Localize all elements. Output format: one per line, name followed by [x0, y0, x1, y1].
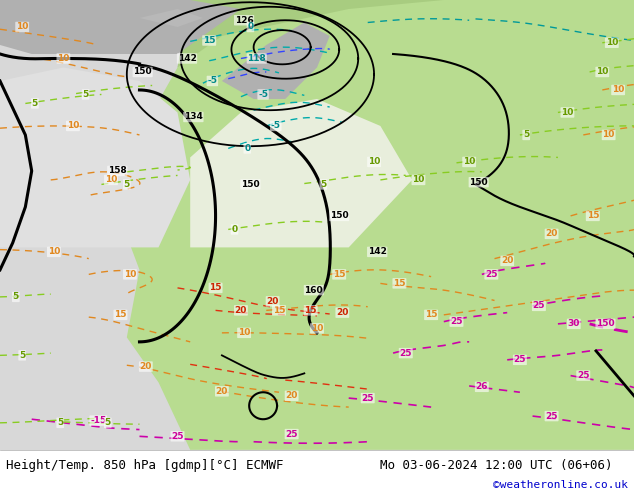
- Text: 25: 25: [171, 432, 184, 441]
- Text: 10: 10: [48, 247, 60, 256]
- Text: 5: 5: [523, 130, 529, 140]
- Text: 118: 118: [247, 54, 266, 63]
- Text: 5: 5: [82, 90, 89, 99]
- Text: 15: 15: [203, 36, 216, 45]
- Text: -15: -15: [90, 416, 107, 425]
- Text: 30: 30: [567, 319, 580, 328]
- Text: 25: 25: [399, 348, 412, 358]
- Text: 20: 20: [235, 306, 247, 315]
- Text: 10: 10: [124, 270, 136, 279]
- Text: 15: 15: [333, 270, 346, 279]
- Text: 10: 10: [368, 157, 380, 167]
- Text: 134: 134: [184, 112, 203, 122]
- Polygon shape: [139, 9, 203, 27]
- Text: 10: 10: [57, 54, 70, 63]
- Text: 5: 5: [320, 180, 327, 189]
- Text: 10: 10: [412, 175, 425, 184]
- Text: 10: 10: [602, 130, 615, 140]
- Text: 150: 150: [469, 178, 488, 187]
- Polygon shape: [0, 0, 241, 54]
- Text: 15: 15: [304, 306, 317, 315]
- Text: 10: 10: [596, 68, 609, 76]
- Text: 25: 25: [485, 270, 498, 279]
- Text: 10: 10: [605, 38, 618, 47]
- Text: 20: 20: [216, 387, 228, 396]
- Text: 25: 25: [450, 317, 463, 326]
- Text: 10: 10: [311, 324, 323, 333]
- Text: 158: 158: [108, 167, 127, 175]
- Text: 25: 25: [361, 393, 374, 403]
- Text: 25: 25: [545, 412, 558, 420]
- Text: 10: 10: [16, 23, 29, 31]
- Polygon shape: [114, 0, 634, 450]
- Text: 10: 10: [67, 122, 79, 130]
- Text: 0: 0: [231, 225, 238, 234]
- Text: ©weatheronline.co.uk: ©weatheronline.co.uk: [493, 480, 628, 490]
- Polygon shape: [222, 23, 330, 99]
- Text: 20: 20: [266, 297, 279, 306]
- Text: 5: 5: [57, 418, 63, 427]
- Text: 26: 26: [476, 382, 488, 392]
- Text: 20: 20: [545, 229, 558, 239]
- Text: 15: 15: [393, 279, 406, 288]
- Text: 15: 15: [209, 283, 222, 293]
- Text: 25: 25: [285, 430, 298, 439]
- Text: 5: 5: [32, 99, 38, 108]
- Text: 142: 142: [178, 54, 197, 63]
- Text: 10: 10: [105, 175, 117, 184]
- Text: 15: 15: [273, 306, 285, 315]
- Text: 20: 20: [285, 392, 298, 400]
- Text: Height/Temp. 850 hPa [gdmp][°C] ECMWF: Height/Temp. 850 hPa [gdmp][°C] ECMWF: [6, 459, 284, 471]
- Polygon shape: [178, 0, 444, 68]
- Polygon shape: [190, 99, 412, 247]
- Text: 142: 142: [368, 247, 387, 256]
- Text: 150: 150: [330, 211, 349, 220]
- Text: 160: 160: [304, 286, 323, 294]
- Text: 20: 20: [336, 308, 349, 317]
- Text: Mo 03-06-2024 12:00 UTC (06+06): Mo 03-06-2024 12:00 UTC (06+06): [380, 459, 613, 471]
- Polygon shape: [0, 68, 190, 247]
- Text: 20: 20: [139, 362, 152, 371]
- Text: 150: 150: [241, 180, 260, 189]
- Text: 5: 5: [13, 293, 19, 301]
- Text: -5: -5: [207, 76, 217, 85]
- Text: 5: 5: [105, 418, 111, 427]
- Text: -5: -5: [271, 122, 281, 130]
- Text: 0: 0: [244, 144, 250, 153]
- Text: 15: 15: [586, 211, 599, 220]
- Text: 25: 25: [514, 355, 526, 365]
- Text: 25: 25: [577, 371, 590, 380]
- Text: 0: 0: [247, 23, 254, 31]
- Text: 5: 5: [19, 351, 25, 360]
- Text: 10: 10: [561, 108, 574, 117]
- Text: 10: 10: [238, 328, 250, 338]
- Text: 15: 15: [425, 310, 437, 319]
- Text: 20: 20: [501, 256, 514, 266]
- Text: 25: 25: [533, 301, 545, 310]
- Text: 126: 126: [235, 16, 254, 24]
- Text: 150: 150: [596, 319, 615, 328]
- Text: 10: 10: [612, 85, 624, 95]
- Text: 5: 5: [124, 180, 130, 189]
- Text: 15: 15: [114, 310, 127, 319]
- Text: 150: 150: [133, 68, 152, 76]
- Text: 10: 10: [463, 157, 476, 167]
- Text: -5: -5: [258, 90, 268, 99]
